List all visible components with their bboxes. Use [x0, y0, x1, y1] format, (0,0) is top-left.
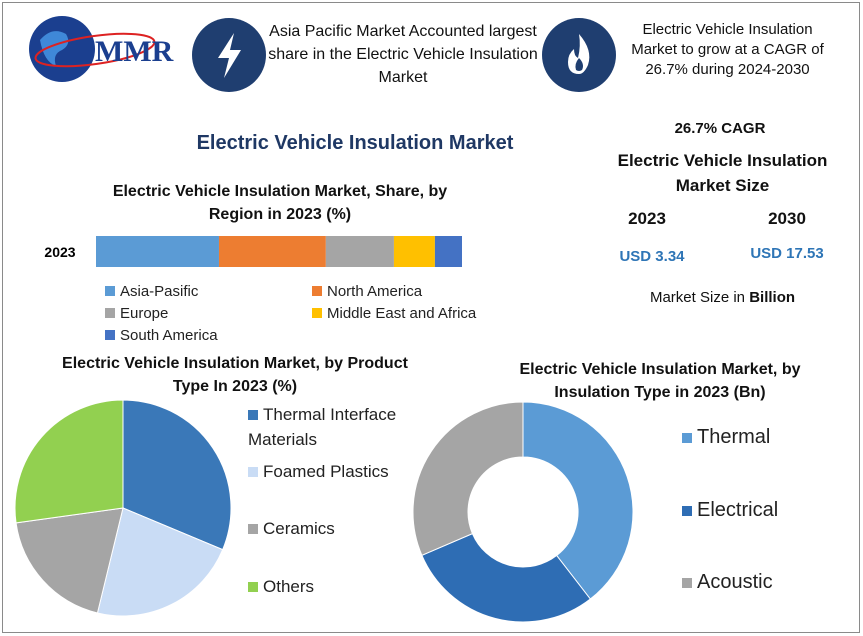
legend-label: South America [120, 327, 218, 344]
note-text: Market Size in [649, 289, 746, 306]
main-title: Electric Vehicle Insulation Market [196, 132, 514, 154]
slice [522, 401, 634, 600]
legend-label: Europe [120, 305, 169, 322]
legend-item: Electrical [682, 498, 842, 523]
slice [122, 399, 232, 551]
year: 2030 [768, 209, 806, 228]
legend-marker [105, 286, 115, 296]
legend-label: Ceramics [263, 519, 335, 538]
legend-label: Asia-Pasific [120, 283, 199, 300]
legend-item: Others [248, 574, 398, 599]
legend-marker [248, 582, 258, 592]
legend-item: Foamed Plastics [248, 459, 398, 484]
legend-item: Europe [105, 305, 168, 322]
chart-title: Electric Vehicle Insulation Market, by I… [519, 361, 801, 401]
cagr: 26.7% CAGR [674, 120, 766, 137]
fact-text: Electric Vehicle Insulation Market to gr… [631, 21, 824, 78]
slice [412, 401, 524, 556]
bar-segment [96, 236, 219, 267]
logo [29, 16, 156, 82]
legend-label: Acoustic [697, 571, 773, 593]
slice [96, 507, 224, 617]
bar-segment [218, 236, 326, 267]
bar-segment [434, 236, 462, 267]
category-label: 2023 [44, 244, 76, 260]
legend-marker [682, 433, 692, 443]
bar-segment [393, 236, 435, 267]
year: 2023 [628, 209, 666, 228]
legend-label: Middle East and Africa [327, 305, 477, 322]
legend-item: Thermal Interface Materials [248, 402, 398, 452]
chart-title: Electric Vehicle Insulation Market, by P… [62, 355, 408, 395]
legend-item: Asia-Pasific [105, 283, 198, 300]
size-heading: Electric Vehicle Insulation Market Size [617, 151, 828, 195]
legend-item: North America [312, 283, 422, 300]
legend-label: Thermal [697, 426, 771, 448]
legend-label: Electrical [697, 499, 779, 521]
legend-marker [312, 308, 322, 318]
legend-label: North America [327, 283, 423, 300]
legend-label: Others [263, 577, 315, 596]
legend-item: Ceramics [248, 516, 398, 541]
legend-item: Middle East and Africa [312, 305, 476, 322]
legend-item: South America [105, 327, 218, 344]
size-value: USD 3.34 [619, 248, 685, 265]
legend-marker [248, 410, 258, 420]
logo-text: MMR [95, 35, 174, 68]
bolt-icon [192, 18, 266, 92]
legend-label: Thermal Interface Materials [248, 405, 397, 449]
slice [14, 399, 124, 524]
bar-segment [325, 236, 394, 267]
flame-icon [542, 18, 616, 92]
legend-marker [105, 330, 115, 340]
slice [421, 532, 592, 623]
legend-marker [248, 467, 258, 477]
chart-title: Electric Vehicle Insulation Market, Shar… [112, 183, 448, 223]
legend-marker [682, 578, 692, 588]
size-value: USD 17.53 [750, 245, 824, 262]
legend-marker [312, 286, 322, 296]
legend-marker [682, 506, 692, 516]
legend-item: Acoustic [682, 570, 842, 595]
fact-text: Asia Pacific Market Accounted largest sh… [268, 23, 538, 86]
note-unit: Billion [749, 289, 796, 306]
size-note: Market Size in Billion [610, 289, 835, 306]
legend-item: Thermal [682, 425, 842, 450]
legend-marker [105, 308, 115, 318]
legend-marker [248, 524, 258, 534]
legend-label: Foamed Plastics [263, 462, 389, 481]
slice [15, 507, 124, 614]
